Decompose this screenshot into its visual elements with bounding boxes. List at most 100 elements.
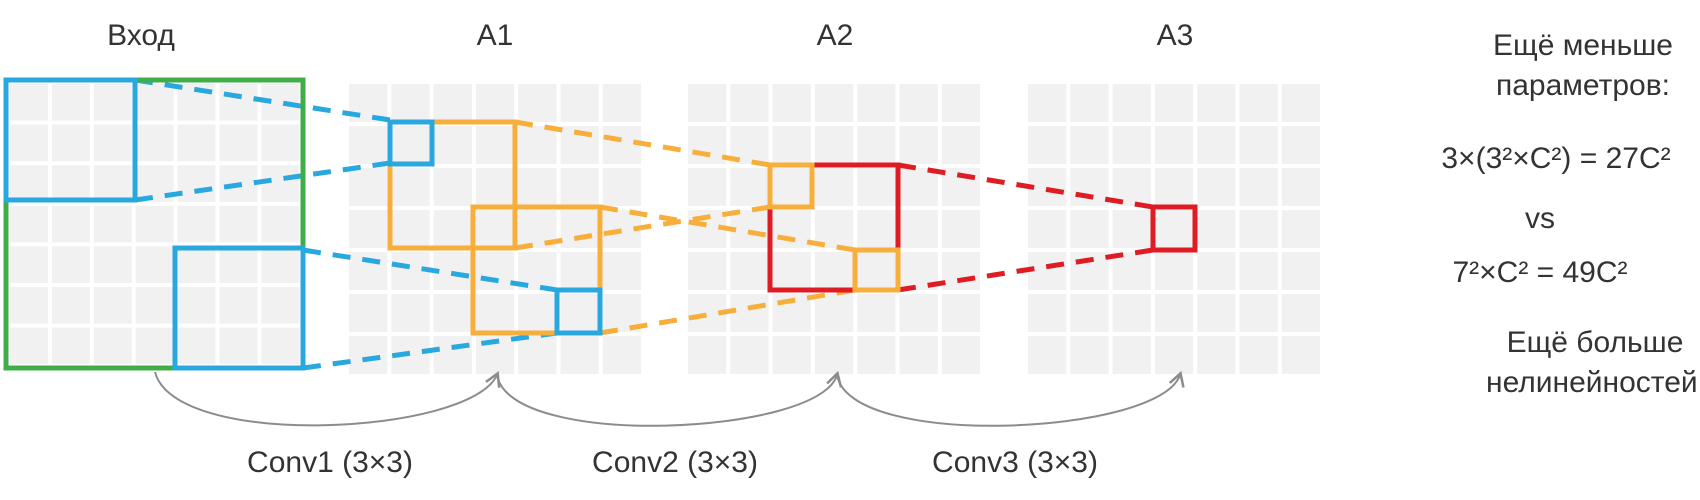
conv1-projection-lines [134,77,558,371]
grid-cell [602,252,642,290]
note-more-nonlinearity-line2: нелинейностей! [1486,366,1700,399]
grid-cell [391,210,430,248]
grid-cell [1239,84,1278,122]
grid-cell [10,327,48,365]
grid-cell [1070,210,1109,248]
grid-cell [1197,126,1236,164]
grid-cell [688,84,727,122]
grid-cell [135,84,174,121]
grid-cell [772,168,811,206]
grid-cell [10,124,48,162]
grid-cell [1239,294,1278,332]
grid-cell [1070,168,1109,206]
grid-cell [475,126,515,164]
grid-cell [688,336,727,374]
grid-cell [814,84,854,122]
grid-cell [93,327,132,365]
grid-cell [177,165,216,202]
grid-cell [1239,336,1278,374]
grid-cell [1028,168,1067,206]
grid-cell [261,205,300,243]
grid-cell [433,84,472,122]
conv1-output-cell-bottom [554,287,603,336]
grid-cell [433,168,472,206]
grid-cell [349,252,388,290]
conv2-arrow [496,370,843,427]
grid-cell [1197,84,1236,122]
note-more-nonlinearity-line1: Ещё больше [1507,326,1684,359]
grid-cell [219,287,258,324]
grid-cell [857,84,896,122]
panel-title-a2: A2 [817,19,854,52]
grid-cell [51,287,90,324]
grid-cell [475,252,515,290]
conv2-dash-line [514,204,771,251]
conv3-arrow [836,370,1185,427]
conv1-window-input-top [3,77,138,203]
grid-cell [1239,210,1278,248]
grid-cell [261,246,300,283]
grid-cell [10,84,48,121]
grid-cell [433,294,472,332]
grid-cell [135,287,174,324]
grid-cell [518,126,557,164]
grid-cell [1197,252,1236,290]
grid-cell [1281,84,1321,122]
grid-cell [772,336,811,374]
grid-cell [93,124,132,162]
conv2-window-a1-top [387,119,518,251]
grid-cell [518,294,557,332]
grid-cell [1112,252,1151,290]
grid-cell [857,336,896,374]
grid-cell [730,336,769,374]
grid-cell [814,126,854,164]
grid-cell [51,246,90,283]
grid-cell [1154,210,1194,248]
grid-cell [688,126,727,164]
grid-cell [602,84,642,122]
grid-cell [433,336,472,374]
grid-cell [730,294,769,332]
grid-cell [475,294,515,332]
grid-cell [899,126,938,164]
grid-cell [560,210,599,248]
grid-cell [93,246,132,283]
conv3-label: Conv3 (3×3) [932,446,1098,479]
panel-title-a1: A1 [477,19,514,52]
grid-cell [433,126,472,164]
grid-cell [1070,336,1109,374]
grid-cell [1028,294,1067,332]
grid-cell [772,210,811,248]
grid-cell [177,246,216,283]
grid-cell [814,168,854,206]
conv1-window-input-bottom [172,245,306,371]
grid-cell [814,294,854,332]
grid-cell [261,287,300,324]
grid-cell [349,168,388,206]
grid-cell [518,168,557,206]
grid-cell [93,205,132,243]
grid-cell [730,210,769,248]
grid-cell [1239,168,1278,206]
conv2-dash-line [599,204,856,253]
conv1-dash-line [134,160,391,203]
conv2-dash-line [514,119,771,168]
grid-cell [1281,252,1321,290]
grid-cell [941,210,981,248]
grid-cell [1070,126,1109,164]
conv3-dash-line [897,162,1154,210]
grid-cell [941,336,981,374]
grid-cell [1112,294,1151,332]
grid-cell [1197,168,1236,206]
grid-cell [10,287,48,324]
panel-title-input: Вход [107,19,175,52]
grid-cell [135,205,174,243]
conv2-window-a1-bottom [470,204,603,336]
grid-cell [857,210,896,248]
grid-cell [51,84,90,121]
grid-cell [1281,126,1321,164]
grid-cell [475,210,515,248]
grid-cell [899,84,938,122]
note-fewer-params-line2: параметров: [1496,69,1670,102]
grid-cell [560,294,599,332]
